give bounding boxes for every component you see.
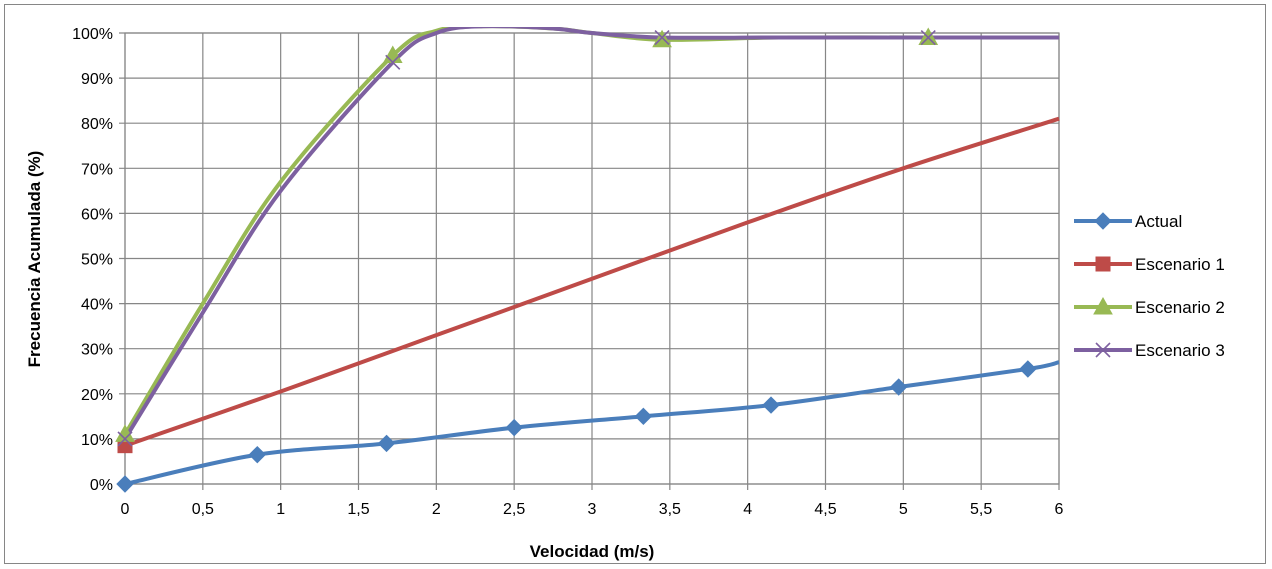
data-point-actual <box>634 407 653 426</box>
y-tick-label: 80% <box>81 116 113 133</box>
legend-label: Escenario 1 <box>1135 255 1225 274</box>
data-point-actual <box>248 445 267 464</box>
x-tick-label: 0,5 <box>192 501 214 518</box>
y-tick-label: 30% <box>81 342 113 359</box>
series-line-escenario-1 <box>124 116 1060 448</box>
legend-marker <box>1093 296 1113 315</box>
legend-label: Actual <box>1135 212 1182 231</box>
data-point-escenario-3 <box>920 29 936 46</box>
data-point-actual <box>889 378 908 396</box>
y-tick-label: 20% <box>81 387 113 404</box>
legend-label: Escenario 2 <box>1135 298 1225 317</box>
series-line-actual <box>124 360 1060 486</box>
data-point-actual <box>505 418 523 437</box>
x-tick-label: 2,5 <box>503 501 525 518</box>
y-tick-label: 70% <box>81 161 113 178</box>
data-point-escenario-3 <box>654 29 670 46</box>
data-point-actual <box>377 434 396 453</box>
data-point-actual <box>1019 360 1037 378</box>
data-point-actual <box>116 475 134 493</box>
x-tick-label: 2 <box>432 501 441 518</box>
y-tick-label: 10% <box>81 432 113 449</box>
gridlines <box>119 32 1060 490</box>
x-tick-label: 3,5 <box>659 501 681 518</box>
series-group <box>115 27 1060 493</box>
y-tick-label: 90% <box>81 71 113 88</box>
x-tick-label: 5 <box>899 501 908 518</box>
y-tick-label: 60% <box>81 206 113 223</box>
data-point-escenario-3 <box>385 54 401 70</box>
x-tick-label: 0 <box>121 501 130 518</box>
legend-marker <box>1095 256 1111 272</box>
legend-label: Escenario 3 <box>1135 341 1225 360</box>
legend: Actual Escenario 1 Escenario 2 Escenario 3 <box>1074 212 1225 360</box>
x-tick-label: 4 <box>743 501 752 518</box>
series-line-escenario-3 <box>123 27 1059 440</box>
legend-marker <box>1094 212 1112 230</box>
x-axis-title: Velocidad (m/s) <box>530 542 655 561</box>
x-tick-label: 4,5 <box>814 501 836 518</box>
x-tick-label: 3 <box>588 501 597 518</box>
x-tick-label: 1 <box>276 501 285 518</box>
legend-marker <box>1095 342 1111 358</box>
y-axis-ticks: 0% 10% 20% 30% 40% 50% 60% 70% 80% 90% 100% <box>72 26 113 494</box>
x-tick-label: 5,5 <box>970 501 992 518</box>
y-tick-label: 0% <box>90 477 113 494</box>
y-tick-label: 40% <box>81 297 113 314</box>
x-tick-label: 6 <box>1055 501 1064 518</box>
data-point-escenario-3 <box>117 431 133 447</box>
y-axis-title: Frecuencia Acumulada (%) <box>25 151 44 368</box>
x-axis-ticks: 0 0,5 1 1,5 2 2,5 3 3,5 4 4,5 5 5,5 6 <box>121 501 1064 518</box>
y-tick-label: 100% <box>72 26 113 43</box>
y-tick-label: 50% <box>81 252 113 269</box>
x-tick-label: 1,5 <box>347 501 369 518</box>
data-point-actual <box>762 396 780 414</box>
